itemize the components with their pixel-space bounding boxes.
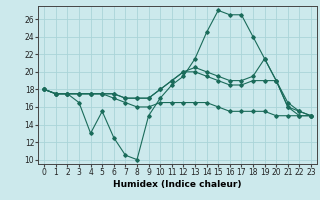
X-axis label: Humidex (Indice chaleur): Humidex (Indice chaleur) — [113, 180, 242, 189]
